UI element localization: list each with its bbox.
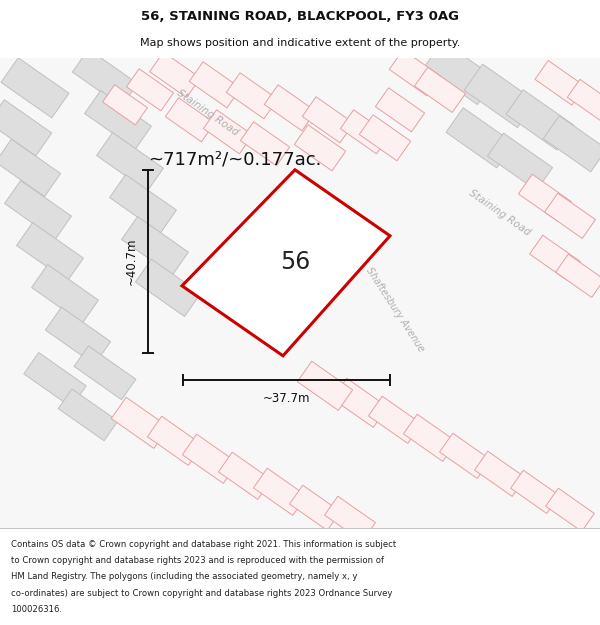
Polygon shape — [302, 97, 354, 143]
Text: 100026316.: 100026316. — [11, 605, 62, 614]
Polygon shape — [253, 468, 307, 516]
Polygon shape — [58, 389, 118, 441]
Polygon shape — [332, 378, 388, 428]
Text: ~717m²/~0.177ac.: ~717m²/~0.177ac. — [148, 151, 322, 169]
Polygon shape — [446, 107, 514, 168]
Polygon shape — [136, 259, 200, 316]
Polygon shape — [506, 90, 574, 150]
Polygon shape — [298, 361, 353, 411]
Polygon shape — [0, 139, 61, 196]
Polygon shape — [73, 49, 137, 106]
Polygon shape — [203, 110, 253, 154]
Polygon shape — [5, 181, 71, 239]
Polygon shape — [149, 52, 200, 98]
Polygon shape — [1, 58, 69, 118]
Text: 56, STAINING ROAD, BLACKPOOL, FY3 0AG: 56, STAINING ROAD, BLACKPOOL, FY3 0AG — [141, 9, 459, 22]
Polygon shape — [0, 0, 464, 295]
Text: 56: 56 — [280, 250, 311, 274]
Polygon shape — [545, 488, 595, 531]
Polygon shape — [487, 133, 553, 191]
Text: Staining Road: Staining Road — [175, 88, 241, 138]
Polygon shape — [359, 115, 411, 161]
Polygon shape — [545, 193, 595, 238]
Polygon shape — [389, 50, 441, 96]
Polygon shape — [259, 141, 521, 515]
Polygon shape — [264, 85, 316, 131]
Polygon shape — [511, 470, 559, 514]
Polygon shape — [530, 235, 580, 281]
Polygon shape — [241, 122, 290, 166]
Text: ~37.7m: ~37.7m — [263, 392, 310, 405]
Polygon shape — [74, 346, 136, 399]
Polygon shape — [518, 174, 572, 221]
Polygon shape — [17, 222, 83, 281]
Polygon shape — [415, 68, 466, 112]
Polygon shape — [340, 110, 389, 154]
Polygon shape — [568, 79, 600, 120]
Text: Contains OS data © Crown copyright and database right 2021. This information is : Contains OS data © Crown copyright and d… — [11, 540, 396, 549]
Polygon shape — [97, 132, 163, 191]
Text: to Crown copyright and database rights 2023 and is reproduced with the permissio: to Crown copyright and database rights 2… — [11, 556, 384, 565]
Polygon shape — [189, 62, 241, 108]
Polygon shape — [368, 396, 422, 443]
Polygon shape — [103, 85, 148, 125]
Polygon shape — [424, 41, 496, 104]
Polygon shape — [127, 69, 173, 111]
Polygon shape — [32, 264, 98, 323]
Polygon shape — [440, 433, 490, 478]
Polygon shape — [535, 61, 585, 105]
Text: Map shows position and indicative extent of the property.: Map shows position and indicative extent… — [140, 38, 460, 48]
Polygon shape — [325, 496, 376, 541]
Polygon shape — [110, 174, 176, 233]
Text: co-ordinates) are subject to Crown copyright and database rights 2023 Ordnance S: co-ordinates) are subject to Crown copyr… — [11, 589, 392, 598]
Polygon shape — [182, 170, 390, 356]
Polygon shape — [24, 352, 86, 407]
Text: Shaftesbury Avenue: Shaftesbury Avenue — [364, 266, 426, 354]
Polygon shape — [290, 485, 340, 531]
Polygon shape — [0, 100, 52, 156]
Polygon shape — [0, 58, 600, 528]
Polygon shape — [218, 452, 272, 499]
Polygon shape — [556, 254, 600, 298]
Text: HM Land Registry. The polygons (including the associated geometry, namely x, y: HM Land Registry. The polygons (includin… — [11, 572, 357, 581]
Polygon shape — [148, 416, 203, 466]
Polygon shape — [294, 125, 346, 171]
Text: ~40.7m: ~40.7m — [125, 238, 138, 285]
Polygon shape — [111, 398, 169, 448]
Polygon shape — [122, 217, 188, 275]
Polygon shape — [464, 64, 536, 128]
Polygon shape — [226, 72, 278, 119]
Polygon shape — [403, 414, 457, 461]
Polygon shape — [85, 91, 151, 149]
Polygon shape — [319, 98, 600, 358]
Polygon shape — [46, 307, 110, 364]
Polygon shape — [543, 116, 600, 172]
Polygon shape — [475, 451, 526, 496]
Polygon shape — [182, 434, 238, 483]
Text: Staining Road: Staining Road — [467, 188, 533, 238]
Polygon shape — [166, 98, 215, 142]
Polygon shape — [376, 88, 425, 132]
